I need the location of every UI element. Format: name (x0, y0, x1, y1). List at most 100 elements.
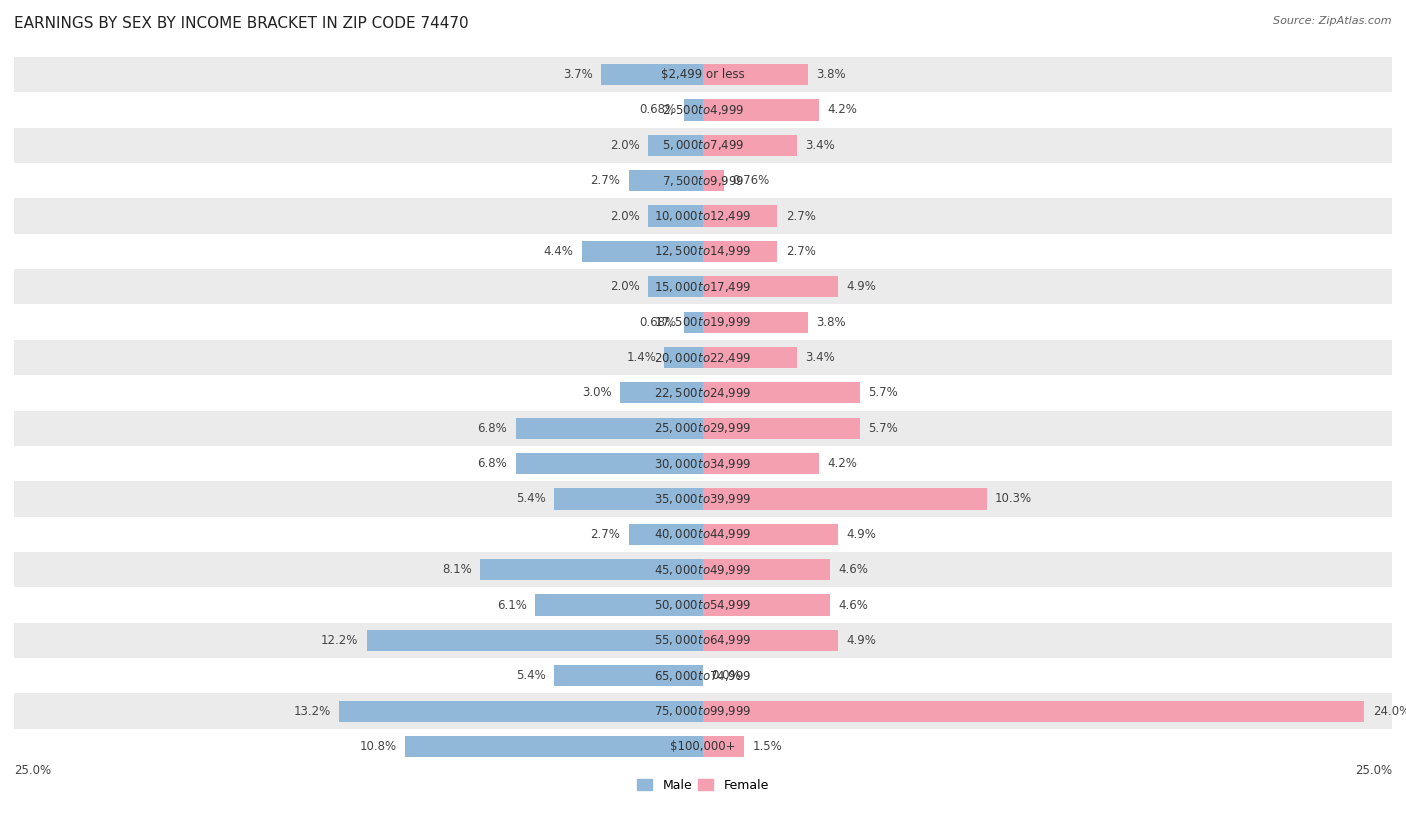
Bar (703, 241, 778, 262)
Text: $50,000 to $54,999: $50,000 to $54,999 (654, 598, 752, 612)
Bar (14, 693, 1392, 729)
Legend: Male, Female: Male, Female (633, 774, 773, 797)
Bar (703, 453, 818, 474)
Text: $100,000+: $100,000+ (671, 740, 735, 753)
Bar (14, 587, 1392, 623)
Text: 2.0%: 2.0% (610, 280, 640, 293)
Bar (703, 701, 1364, 722)
Bar (14, 304, 1392, 340)
Bar (628, 170, 703, 191)
Bar (628, 524, 703, 545)
Text: $55,000 to $64,999: $55,000 to $64,999 (654, 633, 752, 647)
Text: 4.9%: 4.9% (846, 528, 876, 541)
Bar (405, 736, 703, 757)
Bar (516, 418, 703, 439)
Text: 10.8%: 10.8% (360, 740, 396, 753)
Text: 0.68%: 0.68% (638, 315, 676, 328)
Text: $65,000 to $74,999: $65,000 to $74,999 (654, 669, 752, 683)
Text: 12.2%: 12.2% (321, 634, 359, 647)
Text: $35,000 to $39,999: $35,000 to $39,999 (654, 492, 752, 506)
Text: $40,000 to $44,999: $40,000 to $44,999 (654, 528, 752, 541)
Bar (14, 57, 1392, 92)
Bar (703, 524, 838, 545)
Bar (648, 135, 703, 156)
Text: Source: ZipAtlas.com: Source: ZipAtlas.com (1274, 16, 1392, 26)
Text: 0.68%: 0.68% (638, 103, 676, 116)
Bar (648, 206, 703, 227)
Bar (14, 517, 1392, 552)
Text: 4.9%: 4.9% (846, 280, 876, 293)
Text: $20,000 to $22,499: $20,000 to $22,499 (654, 350, 752, 364)
Bar (14, 446, 1392, 481)
Text: 3.4%: 3.4% (806, 139, 835, 152)
Bar (703, 736, 744, 757)
Text: 1.4%: 1.4% (626, 351, 657, 364)
Text: $45,000 to $49,999: $45,000 to $49,999 (654, 563, 752, 576)
Bar (479, 559, 703, 580)
Bar (14, 128, 1392, 163)
Text: 13.2%: 13.2% (294, 705, 330, 718)
Bar (14, 163, 1392, 198)
Bar (367, 630, 703, 651)
Text: 8.1%: 8.1% (441, 563, 471, 576)
Text: 5.7%: 5.7% (869, 386, 898, 399)
Text: 2.7%: 2.7% (786, 245, 815, 258)
Text: 4.9%: 4.9% (846, 634, 876, 647)
Bar (582, 241, 703, 262)
Text: $25,000 to $29,999: $25,000 to $29,999 (654, 421, 752, 435)
Bar (703, 594, 830, 615)
Bar (14, 92, 1392, 128)
Text: 3.8%: 3.8% (815, 68, 845, 81)
Text: 4.6%: 4.6% (838, 563, 868, 576)
Text: 1.5%: 1.5% (752, 740, 782, 753)
Text: $75,000 to $99,999: $75,000 to $99,999 (654, 704, 752, 718)
Bar (703, 276, 838, 298)
Bar (703, 64, 807, 85)
Text: $17,500 to $19,999: $17,500 to $19,999 (654, 315, 752, 329)
Text: $12,500 to $14,999: $12,500 to $14,999 (654, 245, 752, 259)
Text: 3.8%: 3.8% (815, 315, 845, 328)
Bar (14, 340, 1392, 375)
Bar (685, 311, 703, 333)
Bar (14, 659, 1392, 693)
Bar (516, 453, 703, 474)
Bar (554, 665, 703, 686)
Bar (703, 418, 860, 439)
Bar (703, 170, 724, 191)
Text: $10,000 to $12,499: $10,000 to $12,499 (654, 209, 752, 223)
Bar (703, 135, 797, 156)
Text: 3.7%: 3.7% (562, 68, 593, 81)
Text: 10.3%: 10.3% (995, 493, 1032, 506)
Text: 2.0%: 2.0% (610, 210, 640, 223)
Text: $5,000 to $7,499: $5,000 to $7,499 (662, 138, 744, 152)
Text: $15,000 to $17,499: $15,000 to $17,499 (654, 280, 752, 293)
Text: $30,000 to $34,999: $30,000 to $34,999 (654, 457, 752, 471)
Bar (620, 382, 703, 403)
Bar (14, 376, 1392, 411)
Text: 6.1%: 6.1% (496, 598, 527, 611)
Bar (600, 64, 703, 85)
Text: 4.2%: 4.2% (827, 103, 856, 116)
Text: 3.0%: 3.0% (582, 386, 612, 399)
Bar (703, 489, 987, 510)
Bar (14, 198, 1392, 234)
Text: 2.7%: 2.7% (786, 210, 815, 223)
Text: 2.0%: 2.0% (610, 139, 640, 152)
Bar (703, 347, 797, 368)
Text: $7,500 to $9,999: $7,500 to $9,999 (662, 174, 744, 188)
Text: $22,500 to $24,999: $22,500 to $24,999 (654, 386, 752, 400)
Bar (14, 623, 1392, 659)
Text: 5.7%: 5.7% (869, 422, 898, 435)
Bar (648, 276, 703, 298)
Text: $2,499 or less: $2,499 or less (661, 68, 745, 81)
Bar (685, 99, 703, 120)
Bar (534, 594, 703, 615)
Bar (554, 489, 703, 510)
Bar (665, 347, 703, 368)
Bar (703, 206, 778, 227)
Text: 6.8%: 6.8% (478, 457, 508, 470)
Bar (14, 552, 1392, 587)
Bar (703, 559, 830, 580)
Text: 0.76%: 0.76% (733, 174, 769, 187)
Bar (703, 382, 860, 403)
